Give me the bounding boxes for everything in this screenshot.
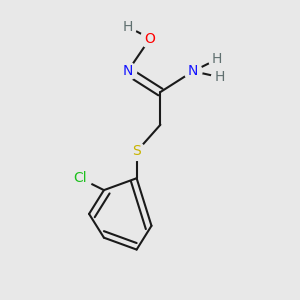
Text: H: H [122, 20, 133, 34]
Text: S: S [132, 145, 141, 158]
Text: H: H [212, 52, 222, 66]
Circle shape [140, 29, 160, 48]
Circle shape [119, 62, 136, 80]
Circle shape [184, 62, 202, 80]
Circle shape [119, 18, 136, 36]
Text: N: N [122, 64, 133, 78]
Text: O: O [145, 32, 155, 46]
Circle shape [208, 51, 225, 68]
Text: Cl: Cl [73, 171, 87, 185]
Circle shape [68, 166, 92, 190]
Circle shape [212, 69, 228, 85]
Text: N: N [188, 64, 198, 78]
Circle shape [128, 142, 146, 160]
Text: H: H [215, 70, 225, 84]
